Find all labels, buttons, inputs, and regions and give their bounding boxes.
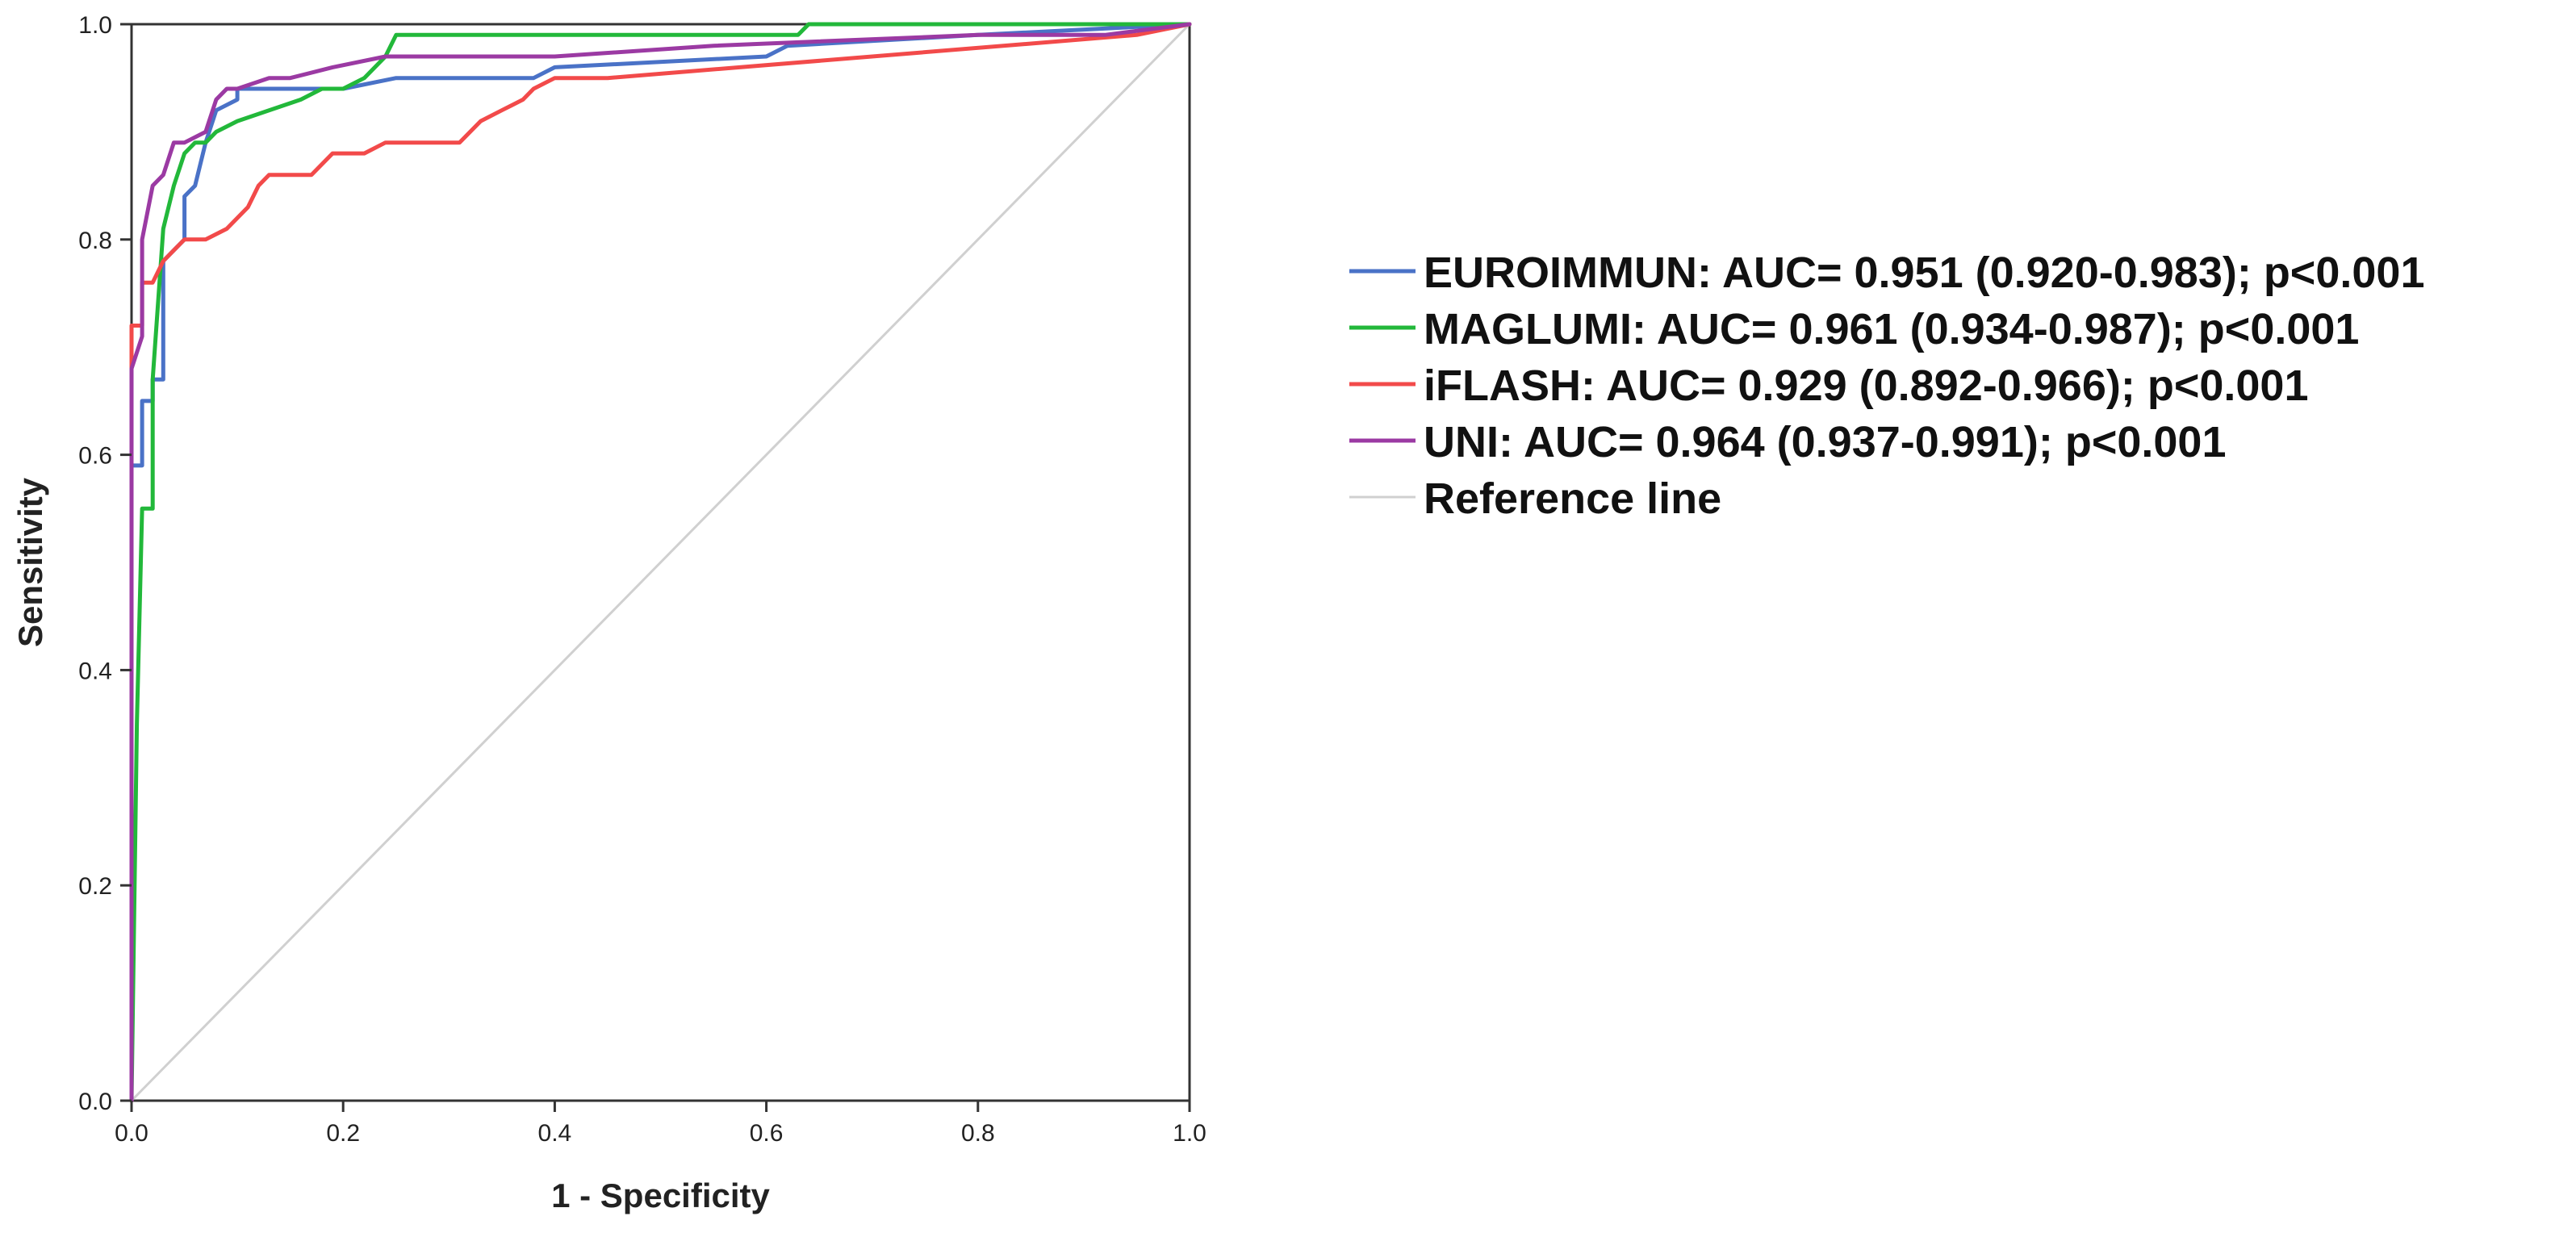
legend-label: EUROIMMUN: AUC= 0.951 (0.920-0.983); p<0… [1424,249,2424,297]
y-tick-label: 1.0 [78,12,112,39]
x-tick-label: 0.2 [326,1120,360,1147]
y-tick-label: 0.2 [78,873,112,900]
y-axis: 0.0 0.2 0.4 0.6 0.8 1.0 [78,12,132,1115]
x-tick-label: 0.0 [115,1120,148,1147]
series-line-3 [129,22,1192,1103]
x-axis: 0.0 0.2 0.4 0.6 0.8 1.0 [115,1101,1206,1147]
legend-label: iFLASH: AUC= 0.929 (0.892-0.966); p<0.00… [1424,362,2308,410]
x-tick-label: 0.4 [538,1120,572,1147]
legend-label: Reference line [1424,474,1721,523]
y-tick-label: 0.4 [78,658,112,684]
series-layer [129,22,1192,1103]
reference-line [130,23,1191,1102]
x-axis-title: 1 - Specificity [551,1177,770,1214]
x-tick-label: 0.6 [750,1120,784,1147]
y-axis-title: Sensitivity [11,477,49,647]
series-line-2 [129,22,1192,1103]
legend: EUROIMMUN: AUC= 0.951 (0.920-0.983); p<0… [1349,249,2424,523]
y-tick-label: 0.8 [78,228,112,254]
y-tick-label: 0.6 [78,443,112,470]
legend-label: UNI: AUC= 0.964 (0.937-0.991); p<0.001 [1424,418,2227,466]
legend-label: MAGLUMI: AUC= 0.961 (0.934-0.987); p<0.0… [1424,305,2359,353]
x-tick-label: 1.0 [1173,1120,1206,1147]
series-line-1 [129,22,1192,1103]
reference-layer [130,23,1191,1102]
x-tick-label: 0.8 [961,1120,995,1147]
y-tick-label: 0.0 [78,1089,112,1115]
